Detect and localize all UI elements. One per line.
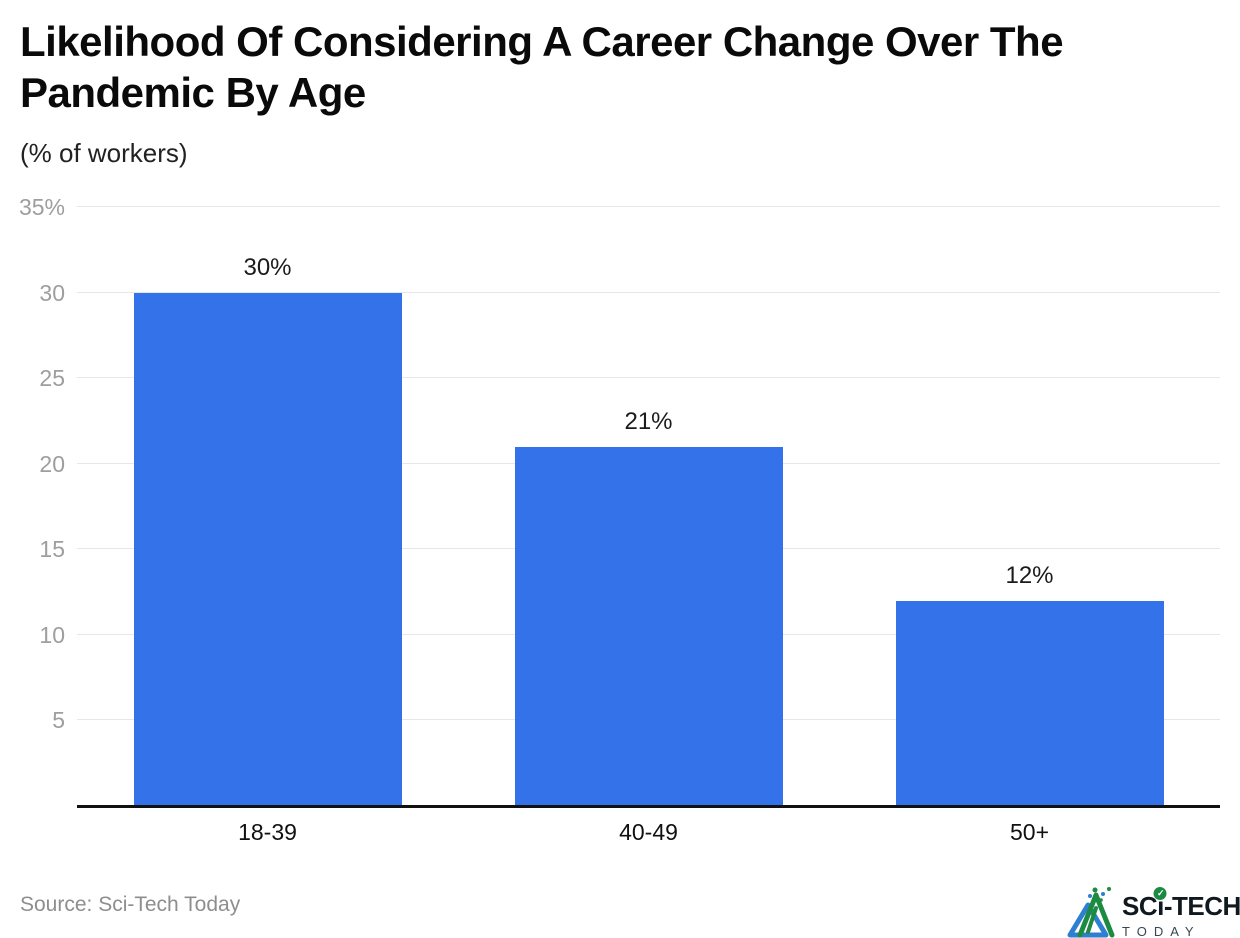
x-axis-line	[77, 805, 1220, 808]
value-label-50+: 12%	[1005, 561, 1054, 589]
logo-triangle-icon	[1067, 887, 1115, 938]
logo-brand-i-stem: ı	[1157, 891, 1164, 921]
y-grid-line-35	[77, 206, 1220, 207]
y-tick-label-5: 5	[52, 707, 65, 734]
plot-area: 5 10 15 20 25 30 35% 30% 18-39 21% 40-49 12% 50+	[19, 195, 1220, 845]
y-tick-label-15: 15	[39, 536, 65, 563]
category-label-18-39: 18-39	[238, 819, 297, 845]
y-tick-label-20: 20	[39, 450, 65, 477]
logo-tagline-text: TODAY	[1122, 924, 1201, 938]
logo-brand-text: SCı ✓ -TECH	[1122, 887, 1240, 921]
y-tick-label-25: 25	[39, 365, 65, 392]
value-label-40-49: 21%	[624, 407, 673, 435]
logo-brand-i: ı ✓	[1153, 887, 1167, 921]
chart-subtitle: (% of workers)	[20, 138, 188, 168]
bar-50+	[895, 600, 1164, 806]
y-tick-label-35: 35%	[18, 194, 65, 220]
source-text: Source: Sci-Tech Today	[20, 893, 241, 916]
bar-18-39	[133, 292, 402, 806]
bar-group-40-49: 21% 40-49	[458, 207, 839, 845]
logo-check-icon: ✓	[1153, 887, 1167, 900]
y-grid-line-30	[77, 291, 1220, 293]
category-label-40-49: 40-49	[619, 819, 678, 845]
value-label-18-39: 30%	[243, 253, 292, 281]
logo-brand-part1: SC	[1122, 891, 1158, 921]
logo-text-block: SCı ✓ -TECH TODAY	[1122, 887, 1240, 938]
chart-title: Likelihood Of Considering A Career Chang…	[20, 18, 1064, 116]
sci-tech-today-logo: SCı ✓ -TECH TODAY	[1066, 884, 1240, 938]
y-grid-line-25	[77, 377, 1220, 379]
bar-40-49	[514, 446, 783, 806]
y-tick-label-10: 10	[39, 621, 65, 648]
category-label-50+: 50+	[1009, 819, 1049, 845]
logo-brand-part3: -TECH	[1163, 891, 1240, 921]
y-tick-label-30: 30	[39, 279, 65, 306]
bar-group-50+: 12% 50+	[839, 207, 1220, 845]
bar-group-18-39: 30% 18-39	[77, 207, 458, 845]
